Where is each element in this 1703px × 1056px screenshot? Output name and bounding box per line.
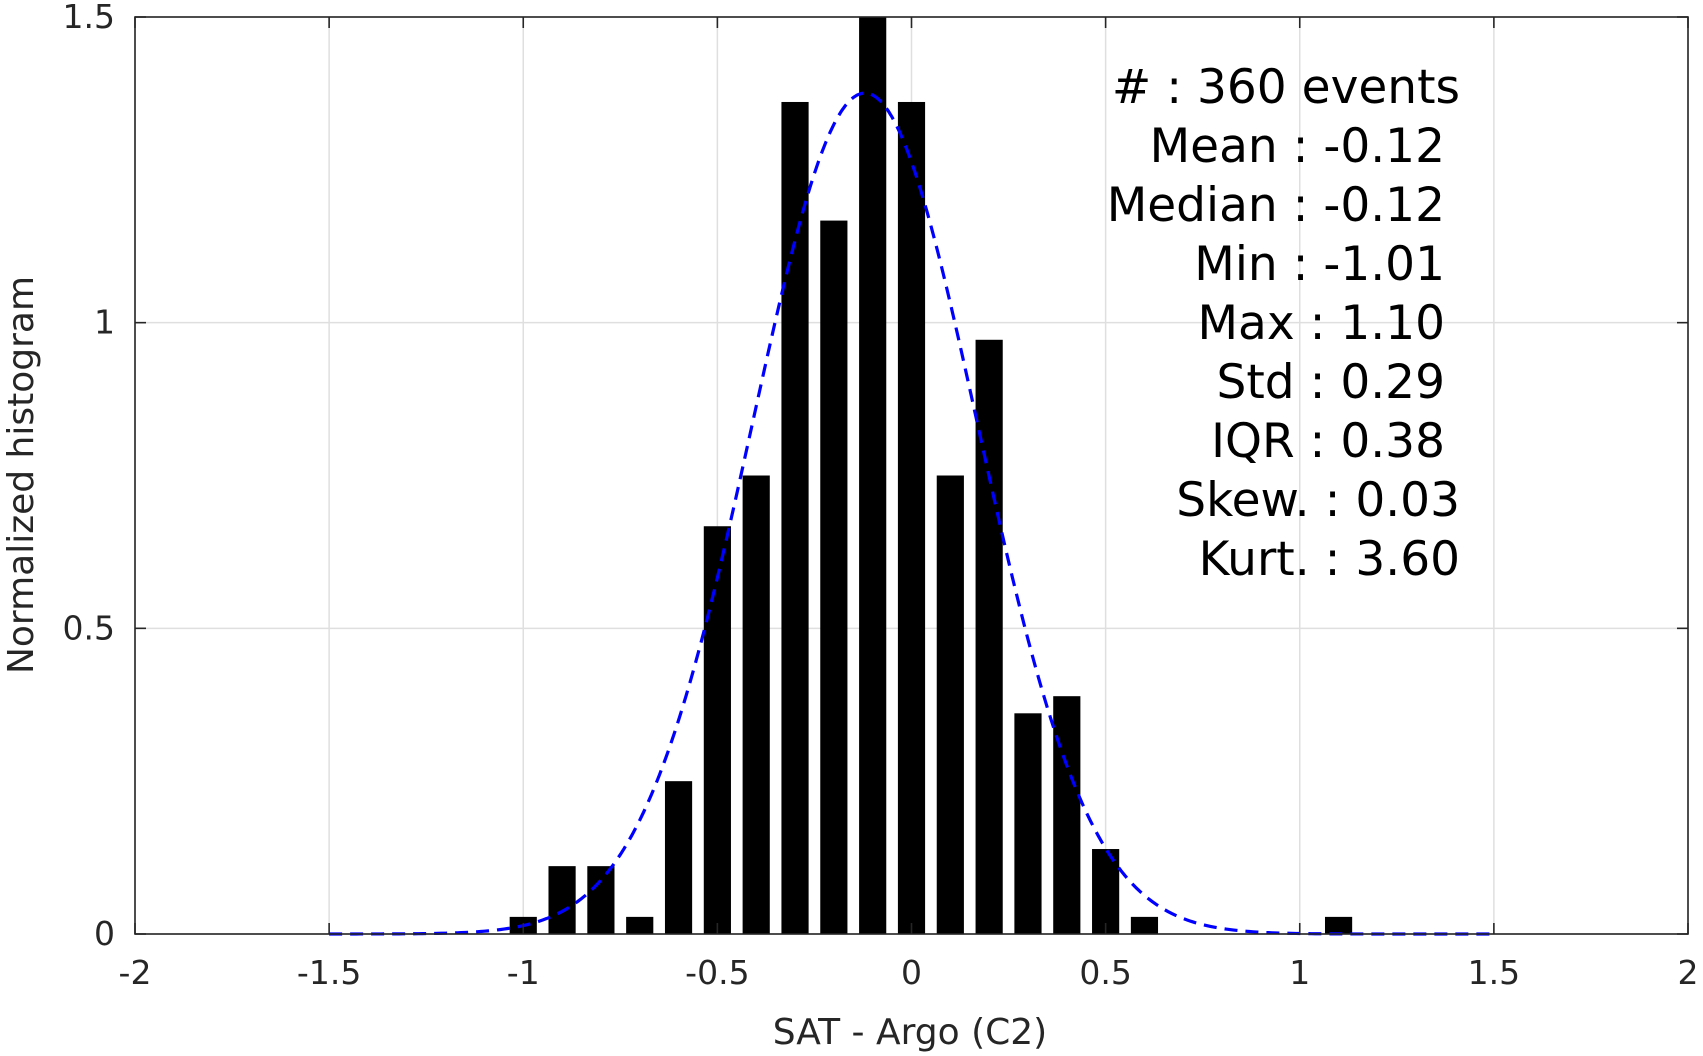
x-tick-label: 2: [1678, 953, 1699, 992]
stat-line: # : 360 events: [1112, 60, 1460, 115]
histogram-bar: [781, 101, 809, 934]
x-tick-label: -0.5: [685, 953, 749, 992]
histogram-bar: [587, 866, 615, 934]
histogram-bar: [1014, 713, 1042, 934]
stat-line: Std : 0.29: [1217, 355, 1445, 410]
histogram-bar: [703, 526, 731, 934]
x-tick-label: 0: [901, 953, 922, 992]
y-tick-label: 1: [94, 303, 115, 342]
y-axis-label: Normalized histogram: [1, 276, 42, 674]
stat-line: IQR : 0.38: [1211, 414, 1445, 469]
stat-line: Kurt. : 3.60: [1199, 532, 1460, 587]
stat-line: Max : 1.10: [1197, 296, 1445, 351]
axes: [134, 16, 1689, 935]
histogram-bar: [1130, 916, 1159, 934]
x-tick-label: 1.5: [1468, 953, 1520, 992]
stat-line: Median : -0.12: [1107, 178, 1445, 233]
histogram-bar: [975, 339, 1003, 934]
histogram-bar: [820, 220, 848, 935]
histogram-bar: [626, 916, 654, 934]
x-tick-labels: -2 -1.5 -1 -0.5 0 0.5 1 1.5 2: [119, 953, 1699, 992]
histogram-bar: [859, 17, 887, 934]
x-tick-label: -1.5: [297, 953, 361, 992]
x-tick-label: 0.5: [1079, 953, 1131, 992]
y-tick-label: 0: [94, 914, 115, 953]
x-tick-label: 1: [1289, 953, 1310, 992]
histogram-bar: [1092, 849, 1120, 934]
stat-line: Min : -1.01: [1194, 237, 1445, 292]
histogram-bar: [664, 781, 693, 934]
histogram-bar: [1053, 696, 1081, 934]
histogram-bar: [1324, 916, 1353, 934]
x-tick-label: -2: [119, 953, 152, 992]
y-tick-label: 1.5: [63, 0, 115, 36]
x-axis-label: SAT - Argo (C2): [773, 1012, 1047, 1053]
histogram-bars: [509, 17, 1353, 935]
stat-line: Mean : -0.12: [1150, 119, 1445, 174]
y-tick-label: 0.5: [63, 608, 115, 647]
stat-line: Skew. : 0.03: [1176, 473, 1460, 528]
histogram-bar: [897, 101, 926, 934]
histogram-bar: [936, 475, 964, 934]
histogram-bar: [742, 475, 770, 934]
y-tick-labels: 0 0.5 1 1.5: [63, 0, 115, 953]
x-tick-label: -1: [507, 953, 540, 992]
histogram-bar: [548, 866, 576, 934]
